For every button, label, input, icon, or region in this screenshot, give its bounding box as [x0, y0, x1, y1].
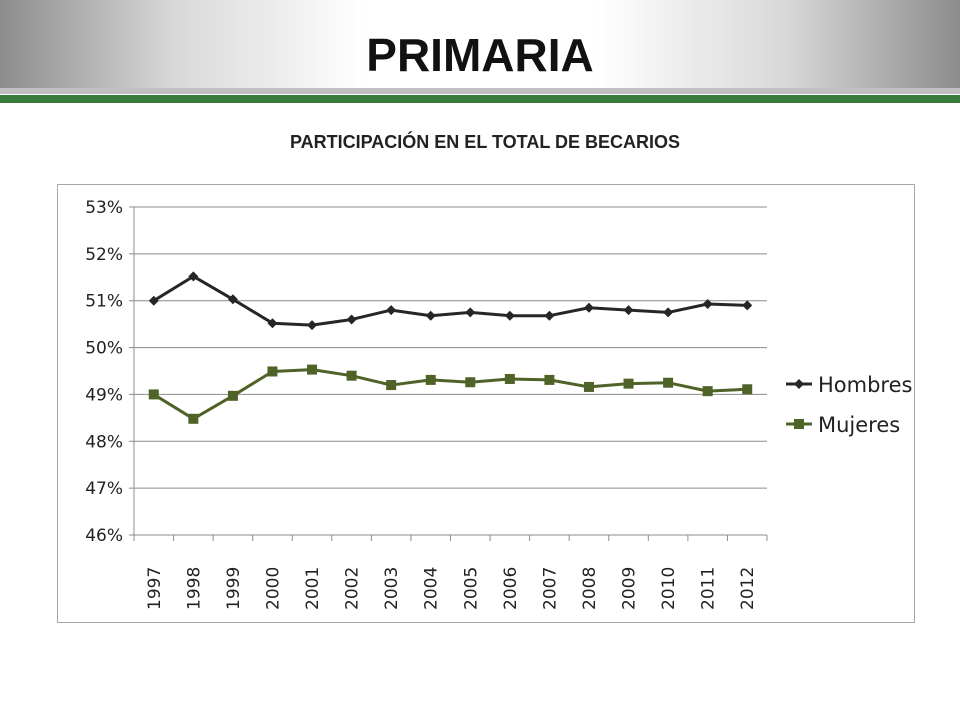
data-point-hombres — [742, 300, 753, 311]
data-point-hombres — [425, 310, 436, 321]
x-tick-label: 2007 — [540, 567, 560, 610]
data-point-hombres — [188, 271, 199, 282]
data-point-hombres — [267, 318, 278, 329]
data-point-mujeres — [346, 370, 357, 381]
data-point-mujeres — [148, 389, 159, 400]
x-tick-label: 2001 — [303, 567, 323, 610]
x-tick-label: 1997 — [145, 567, 165, 610]
y-tick-label: 48% — [85, 432, 123, 452]
slide-title: PRIMARIA — [366, 29, 594, 81]
title-divider-green — [0, 95, 960, 103]
data-point-hombres — [227, 294, 238, 305]
data-point-mujeres — [742, 384, 753, 395]
data-point-hombres — [702, 298, 713, 309]
x-tick-label: 2009 — [620, 567, 640, 610]
x-tick-label: 2002 — [343, 567, 363, 610]
x-tick-label: 1998 — [184, 567, 204, 610]
data-point-mujeres — [583, 381, 594, 392]
data-point-hombres — [386, 305, 397, 316]
data-point-mujeres — [623, 378, 634, 389]
data-point-mujeres — [425, 374, 436, 385]
data-point-hombres — [307, 320, 318, 331]
data-point-hombres — [504, 310, 515, 321]
data-point-hombres — [346, 314, 357, 325]
chart-frame — [57, 184, 915, 623]
y-tick-label: 53% — [85, 198, 123, 218]
y-tick-label: 51% — [85, 292, 123, 312]
y-tick-label: 50% — [85, 339, 123, 359]
series-line-hombres — [152, 274, 748, 327]
data-point-mujeres — [702, 386, 713, 397]
data-point-mujeres — [465, 377, 476, 388]
data-point-mujeres — [386, 380, 397, 391]
data-point-mujeres — [307, 364, 318, 375]
x-tick-label: 2006 — [501, 567, 521, 610]
x-tick-label: 2003 — [382, 567, 402, 610]
data-point-hombres — [465, 307, 476, 318]
data-point-mujeres — [227, 390, 238, 401]
y-tick-label: 49% — [85, 385, 123, 405]
x-tick-label: 1999 — [224, 567, 244, 610]
title-banner — [0, 0, 960, 88]
data-point-mujeres — [544, 374, 555, 385]
x-tick-label: 2004 — [422, 567, 442, 610]
x-tick-label: 2005 — [461, 567, 481, 610]
legend-label-mujeres: Mujeres — [818, 413, 900, 437]
y-tick-label: 46% — [85, 526, 123, 546]
data-point-mujeres — [188, 413, 199, 424]
title-divider-gray — [0, 88, 960, 94]
data-point-hombres — [148, 295, 159, 306]
data-point-hombres — [663, 307, 674, 318]
x-tick-label: 2010 — [659, 567, 679, 610]
data-point-mujeres — [267, 366, 278, 377]
legend-marker-hombres — [794, 379, 804, 389]
data-point-hombres — [623, 305, 634, 316]
x-tick-label: 2011 — [699, 567, 719, 610]
series-line-mujeres — [152, 368, 748, 421]
y-tick-label: 52% — [85, 245, 123, 265]
legend-label-hombres: Hombres — [818, 373, 912, 397]
data-point-mujeres — [663, 377, 674, 388]
x-tick-label: 2000 — [263, 567, 283, 610]
y-tick-label: 47% — [85, 479, 123, 499]
x-tick-label: 2012 — [738, 567, 758, 610]
x-tick-label: 2008 — [580, 567, 600, 610]
data-point-mujeres — [504, 373, 515, 384]
data-point-hombres — [583, 302, 594, 313]
legend-marker-mujeres — [794, 419, 804, 429]
chart-title: PARTICIPACIÓN EN EL TOTAL DE BECARIOS — [289, 132, 681, 152]
data-point-hombres — [544, 310, 555, 321]
